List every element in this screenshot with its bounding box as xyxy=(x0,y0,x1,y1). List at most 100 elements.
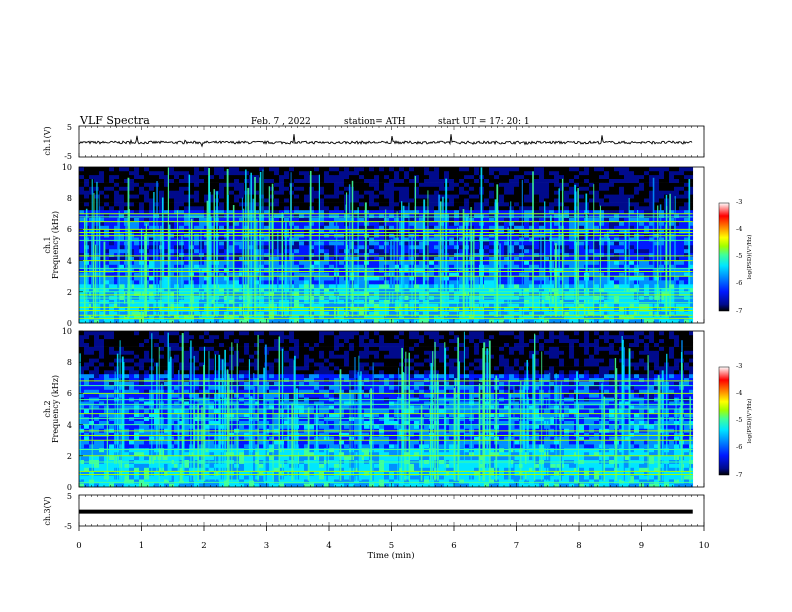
spectrogram-cell xyxy=(509,307,515,312)
spectrogram-cell xyxy=(294,202,300,207)
spectrogram-cell xyxy=(149,272,155,277)
spectrogram-cell xyxy=(564,303,570,308)
spectrogram-cell xyxy=(174,260,180,265)
spectrogram-cell xyxy=(469,182,475,187)
spectrogram-cell xyxy=(209,307,215,312)
spectrogram-cell xyxy=(504,241,510,246)
spectrogram-cell xyxy=(184,276,190,281)
spectrogram-cell xyxy=(84,202,90,207)
spectrogram-cell xyxy=(324,319,330,324)
spectrogram-cell xyxy=(139,186,145,191)
spectrogram-cell xyxy=(209,229,215,234)
spectrogram-cell xyxy=(689,217,694,222)
spectrogram-cell xyxy=(654,303,660,308)
spectrogram-cell xyxy=(144,213,150,218)
spectrogram-cell xyxy=(329,245,335,250)
spectrogram-cell xyxy=(669,221,675,226)
spectrogram-cell xyxy=(354,260,360,265)
spectrogram-cell xyxy=(399,190,405,195)
spectrogram-cell xyxy=(539,182,545,187)
spectrogram-cell xyxy=(429,319,435,324)
spectrogram-cell xyxy=(659,284,665,289)
spectrogram-cell xyxy=(489,291,495,296)
spectrogram-cell xyxy=(439,182,445,187)
spectrogram-cell xyxy=(499,284,505,289)
spectrogram-cell xyxy=(549,319,555,324)
spectrogram-cell xyxy=(509,291,515,296)
spectrogram-cell xyxy=(519,225,525,230)
spectrogram-cell xyxy=(244,315,250,320)
spectrogram-cell xyxy=(539,245,545,250)
spectrogram-cell xyxy=(304,280,310,285)
spectrogram-cell xyxy=(654,217,660,222)
spectrogram-cell xyxy=(159,311,165,316)
spectrogram-cell xyxy=(544,315,550,320)
spectrogram-cell xyxy=(439,186,445,191)
spectrogram-cell xyxy=(234,237,240,242)
spectrogram-cell xyxy=(499,252,505,257)
spectrogram-cell xyxy=(489,256,495,261)
spectrogram-cell xyxy=(194,221,200,226)
spectrogram-cell xyxy=(459,287,465,293)
spectrogram-cell xyxy=(624,182,630,187)
spectrogram-cell xyxy=(264,272,270,277)
spectrogram-cell xyxy=(304,319,310,324)
spectrogram-cell xyxy=(194,198,200,203)
spectrogram-cell xyxy=(629,221,635,226)
spectrogram-cell xyxy=(224,248,230,254)
spectrogram-cell xyxy=(439,209,445,215)
spectrogram-cell xyxy=(384,291,390,296)
spectrogram-cell xyxy=(619,182,625,187)
spectrogram-cell xyxy=(649,264,655,269)
spectrogram-cell xyxy=(324,276,330,281)
spectrogram-cell xyxy=(349,252,355,257)
spectrogram-cell xyxy=(544,213,550,218)
spectrogram-cell xyxy=(609,217,615,222)
spectrogram-cell xyxy=(484,264,490,269)
spectrogram-cell xyxy=(679,319,685,324)
spectrogram-cell xyxy=(474,174,480,179)
spectrogram-cell xyxy=(534,174,540,179)
spectrogram-cell xyxy=(529,248,535,254)
spectrogram-cell xyxy=(484,303,490,308)
spectrogram-cell xyxy=(264,174,270,179)
spectrogram-cell xyxy=(134,174,140,179)
spectrogram-cell xyxy=(329,248,335,254)
spectrogram-cell xyxy=(679,303,685,308)
spectrogram-cell xyxy=(414,241,420,246)
spectrogram-cell xyxy=(524,303,530,308)
spectrogram-cell xyxy=(114,186,120,191)
spectrogram-cell xyxy=(404,280,410,285)
spectrogram-cell xyxy=(564,272,570,277)
spectrogram-cell xyxy=(324,264,330,269)
spectrogram-cell xyxy=(319,221,325,226)
spectrogram-cell xyxy=(274,182,280,187)
spectrogram-cell xyxy=(644,272,650,277)
spectrogram-cell xyxy=(234,217,240,222)
spectrogram-cell xyxy=(244,256,250,261)
spectrogram-cell xyxy=(654,256,660,261)
spectrogram-cell xyxy=(569,248,575,254)
spectrogram-cell xyxy=(239,182,245,187)
spectrogram-cell xyxy=(319,194,325,199)
spectrogram-cell xyxy=(379,311,385,316)
spectrogram-cell xyxy=(449,307,455,312)
spectrogram-cell xyxy=(519,272,525,277)
spectrogram-cell xyxy=(349,225,355,230)
spectrogram-cell xyxy=(609,194,615,199)
spectrogram-cell xyxy=(594,190,600,195)
spectrogram-cell xyxy=(674,202,680,207)
ch1-ytick-bottom: -5 xyxy=(64,152,72,161)
spectrogram-cell xyxy=(274,311,280,316)
spectrogram-cell xyxy=(384,229,390,234)
spectrogram-cell xyxy=(614,256,620,261)
spectrogram-cell xyxy=(109,307,115,312)
spectrogram-cell xyxy=(174,287,180,293)
spectrogram-cell xyxy=(639,186,645,191)
spectrogram-cell xyxy=(669,248,675,254)
spectrogram-cell xyxy=(559,311,565,316)
spectrogram-cell xyxy=(184,299,190,304)
spectrogram-cell xyxy=(669,307,675,312)
spectrogram-cell xyxy=(184,209,190,215)
spectrogram-cell xyxy=(234,190,240,195)
